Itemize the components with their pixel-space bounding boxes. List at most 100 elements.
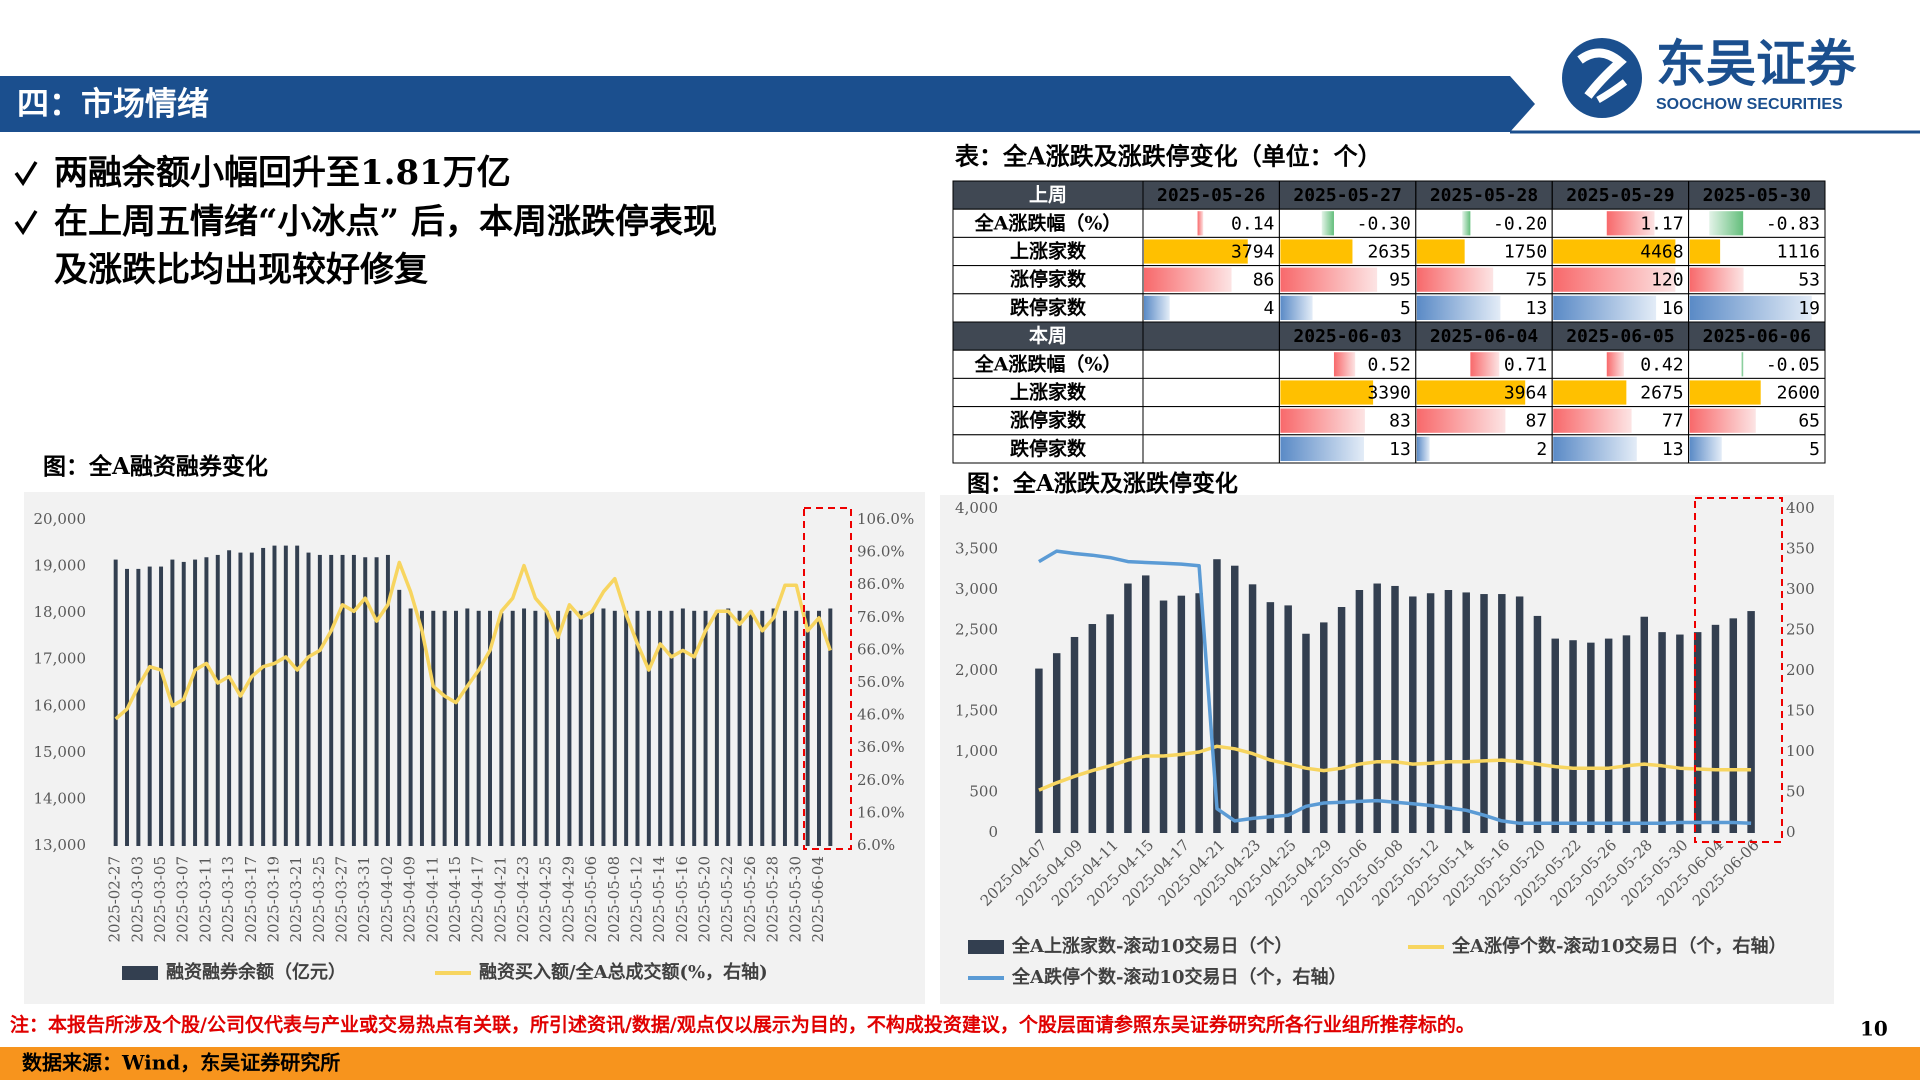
cell-bar — [1553, 380, 1627, 405]
table-value: 2 — [1536, 439, 1547, 460]
bar — [1676, 634, 1684, 833]
row-label: 涨停家数 — [1010, 409, 1087, 432]
x-tick-label: 2025-05-20 — [696, 856, 714, 942]
bar — [397, 589, 402, 846]
tick-label: 14,000 — [34, 789, 87, 807]
bar — [1070, 636, 1079, 833]
cell-bar — [1197, 211, 1204, 236]
bar — [760, 610, 765, 846]
x-tick-label: 2025-04-21 — [491, 856, 509, 942]
line-series — [114, 560, 832, 721]
bar — [488, 610, 493, 846]
bar — [317, 554, 322, 846]
tick-label: 4,000 — [955, 499, 998, 517]
bar — [522, 608, 527, 846]
tick-label: 36.0% — [857, 738, 905, 756]
bar — [1409, 596, 1417, 833]
table-value: 4468 — [1640, 242, 1683, 263]
bar — [1248, 584, 1257, 833]
bar — [1747, 611, 1755, 833]
tick-label: 66.0% — [857, 640, 905, 658]
bar — [215, 554, 220, 846]
x-tick-label: 2025-04-09 — [401, 856, 419, 942]
cell-bar — [1144, 239, 1248, 264]
x-tick-label: 2025-05-30 — [786, 856, 804, 942]
bar — [1480, 594, 1488, 833]
table-value: 0.14 — [1231, 213, 1274, 234]
table-cell — [952, 406, 1144, 436]
bar — [159, 566, 164, 846]
table-value: 13 — [1526, 298, 1548, 319]
bar — [136, 568, 141, 846]
bar — [1141, 575, 1150, 833]
bar — [1337, 607, 1346, 833]
tick-label: 17,000 — [34, 650, 87, 668]
table-cell — [1415, 434, 1553, 464]
cell-bar — [1462, 211, 1471, 236]
bar — [1587, 642, 1595, 833]
table-value: 1750 — [1504, 242, 1547, 263]
tick-label: 350 — [1786, 540, 1815, 558]
x-tick-label: 2025-06-04 — [809, 856, 827, 942]
cell-bar — [1144, 295, 1170, 320]
cell-bar — [1416, 380, 1526, 405]
cell-bar — [1689, 380, 1761, 405]
bar — [646, 610, 651, 846]
tick-label: 300 — [1786, 580, 1815, 598]
bar — [624, 610, 629, 846]
bar — [1462, 592, 1470, 833]
bar — [1640, 616, 1649, 833]
cell-bar — [1416, 267, 1494, 292]
cell-bar — [1689, 408, 1756, 433]
bar — [1284, 605, 1292, 833]
x-tick-label: 2025-05-28 — [764, 856, 782, 942]
bar — [771, 608, 776, 846]
bar — [419, 610, 424, 846]
bar — [1124, 583, 1132, 833]
cell-bar — [1280, 380, 1374, 405]
bar — [1569, 640, 1577, 833]
cell-bar — [1280, 267, 1378, 292]
bar — [590, 610, 595, 846]
table-header: 2025-06-04 — [1430, 326, 1539, 347]
bar — [1195, 593, 1203, 833]
x-tick-label: 2025-03-27 — [333, 856, 351, 942]
cell-bar — [1553, 239, 1676, 264]
table-value: -0.05 — [1766, 354, 1820, 375]
bar — [238, 552, 243, 846]
bar — [601, 608, 606, 846]
bar — [533, 610, 538, 846]
bar — [510, 610, 515, 846]
bar — [567, 610, 572, 846]
bar — [1711, 624, 1720, 833]
table-header: 2025-06-03 — [1293, 326, 1401, 347]
cell-bar — [1741, 352, 1744, 377]
row-label: 上涨家数 — [1010, 381, 1087, 404]
cell-bar — [1321, 211, 1334, 236]
table-header-row — [953, 181, 1825, 210]
table-value: 120 — [1651, 270, 1684, 291]
row-label: 跌停家数 — [1010, 437, 1087, 460]
bar — [1177, 595, 1186, 833]
page-number: 10 — [1860, 1017, 1888, 1041]
logo-text: 东吴证券 — [1656, 34, 1857, 93]
cell-bar — [1689, 267, 1744, 292]
row-label: 全A涨跌幅（%） — [974, 352, 1122, 375]
table-value: 2675 — [1640, 383, 1683, 404]
bar — [465, 608, 470, 846]
bar — [1622, 635, 1631, 833]
bar — [351, 554, 356, 846]
table-cell — [1142, 349, 1280, 379]
cell-bar — [1553, 295, 1657, 320]
bar — [1533, 615, 1542, 833]
bullet-text: 在上周五情绪“小冰点” 后，本周涨跌停表现 — [54, 202, 717, 242]
bar — [442, 610, 447, 846]
tick-label: 96.0% — [857, 543, 905, 561]
tick-label: 106.0% — [857, 510, 914, 528]
cell-bar — [1709, 211, 1744, 236]
table-header: 上周 — [1029, 184, 1067, 206]
footer-band — [0, 1047, 1920, 1080]
table-value: 19 — [1798, 298, 1820, 319]
x-tick-label: 2025-05-08 — [605, 856, 623, 942]
